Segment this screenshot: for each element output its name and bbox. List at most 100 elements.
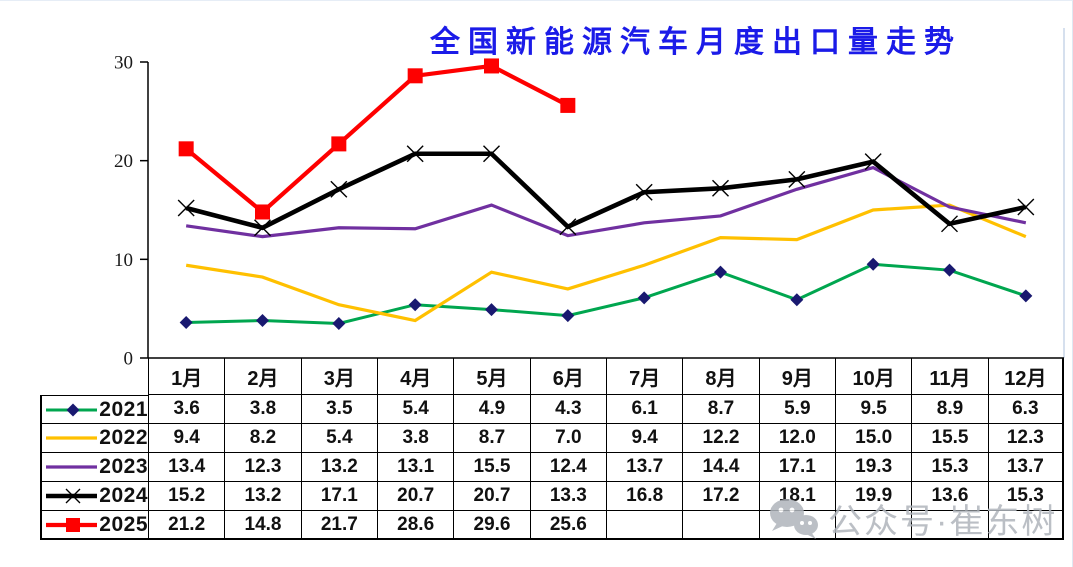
table-value-cell: 5.9 [758,395,835,424]
month-header-cell: 1月 [148,358,225,395]
table-value-cell: 7.0 [529,424,606,453]
series-legend-sample-2023 [46,465,98,469]
legend-cell-2021: 2021 [40,395,148,424]
month-header-cell: 8月 [682,358,759,395]
table-value-cell: 12.3 [987,424,1064,453]
y-tick-label: 20 [114,151,133,172]
month-header-cell: 12月 [987,358,1064,395]
table-value-cell: 3.8 [224,395,301,424]
table-value-cell: 12.4 [529,453,606,482]
table-value-cell: 14.4 [682,453,759,482]
table-value-cell: 13.6 [911,482,988,511]
table-value-cell: 12.2 [682,424,759,453]
table-value-cell: 28.6 [377,511,454,540]
legend-year-label: 2025 [99,512,148,536]
table-value-cell: 3.8 [377,424,454,453]
table-value-cell: 16.8 [606,482,683,511]
table-value-cell: 9.5 [835,395,912,424]
table-corner-spacer [40,358,148,395]
table-value-cell [911,511,988,540]
series-markers-2024 [177,145,1035,237]
table-value-cell: 15.3 [987,482,1064,511]
table-value-cell: 13.1 [377,453,454,482]
legend-cell-2022: 2022 [40,424,148,453]
table-value-cell: 13.7 [987,453,1064,482]
month-header-cell: 4月 [377,358,454,395]
table-value-cell: 6.1 [606,395,683,424]
table-value-cell: 5.4 [377,395,454,424]
table-value-cell: 13.3 [529,482,606,511]
table-value-cell: 4.3 [529,395,606,424]
table-value-cell: 18.1 [758,482,835,511]
table-value-cell: 5.4 [300,424,377,453]
table-value-cell: 3.5 [300,395,377,424]
table-value-cell: 20.7 [377,482,454,511]
series-line-2024 [185,151,1027,231]
table-value-cell: 19.3 [835,453,912,482]
chart-title: 全国新能源汽车月度出口量走势 [430,26,962,59]
series-legend-sample-2021 [46,403,98,416]
series-line-2022 [185,203,1027,323]
month-header-cell: 3月 [300,358,377,395]
table-value-cell: 12.3 [224,453,301,482]
table-value-cell: 13.4 [148,453,225,482]
month-header-cell: 5月 [453,358,530,395]
table-value-cell [987,511,1064,540]
table-value-cell [682,511,759,540]
legend-cell-2024: 2024 [40,482,148,511]
table-value-cell: 4.9 [453,395,530,424]
table-value-cell: 6.3 [987,395,1064,424]
table-value-cell: 19.9 [835,482,912,511]
legend-year-label: 2024 [99,484,148,507]
table-value-cell: 9.4 [148,424,225,453]
series-markers-2021 [179,257,1033,330]
table-value-cell: 20.7 [453,482,530,511]
table-value-cell: 15.2 [148,482,225,511]
table-value-cell: 15.5 [453,453,530,482]
y-tick-label: 30 [114,53,133,74]
table-value-cell: 13.2 [224,482,301,511]
month-header-cell: 11月 [911,358,988,395]
month-header-cell: 2月 [224,358,301,395]
table-value-cell: 9.4 [606,424,683,453]
series-line-2025 [184,63,569,215]
table-value-cell: 8.9 [911,395,988,424]
table-value-cell: 13.2 [300,453,377,482]
table-value-cell: 3.6 [148,395,225,424]
legend-year-label: 2022 [99,426,148,449]
month-header-cell: 10月 [835,358,912,395]
table-value-cell: 13.7 [606,453,683,482]
table-value-cell: 21.2 [148,511,225,540]
month-header-cell: 7月 [606,358,683,395]
legend-cell-2025: 2025 [40,511,148,540]
y-tick-label: 0 [124,349,134,370]
table-value-cell: 17.1 [300,482,377,511]
table-value-cell: 17.1 [758,453,835,482]
table-value-cell: 17.2 [682,482,759,511]
table-value-cell: 15.0 [835,424,912,453]
table-value-cell: 15.3 [911,453,988,482]
table-value-cell: 14.8 [224,511,301,540]
month-header-cell: 9月 [758,358,835,395]
table-value-cell: 8.7 [682,395,759,424]
table-value-cell: 12.0 [758,424,835,453]
chart-data-table: 1月 2月 3月 4月 5月 6月 7月 8月 9月 10月 11月 12月 2021 3.6 3.8 3.5… [40,358,1064,540]
table-value-cell: 8.2 [224,424,301,453]
table-value-cell: 15.5 [911,424,988,453]
table-value-cell: 29.6 [453,511,530,540]
legend-year-label: 2023 [99,455,148,478]
legend-year-label: 2021 [99,397,148,421]
legend-cell-2023: 2023 [40,453,148,482]
table-value-cell: 8.7 [453,424,530,453]
table-value-cell [758,511,835,540]
y-tick-label: 10 [114,250,133,271]
month-header-cell: 6月 [529,358,606,395]
series-markers-2025 [178,58,576,220]
series-legend-sample-2024 [46,488,98,504]
series-legend-sample-2022 [46,436,98,440]
table-value-cell [606,511,683,540]
series-line-2021 [186,262,1027,325]
series-legend-sample-2025 [46,517,98,532]
